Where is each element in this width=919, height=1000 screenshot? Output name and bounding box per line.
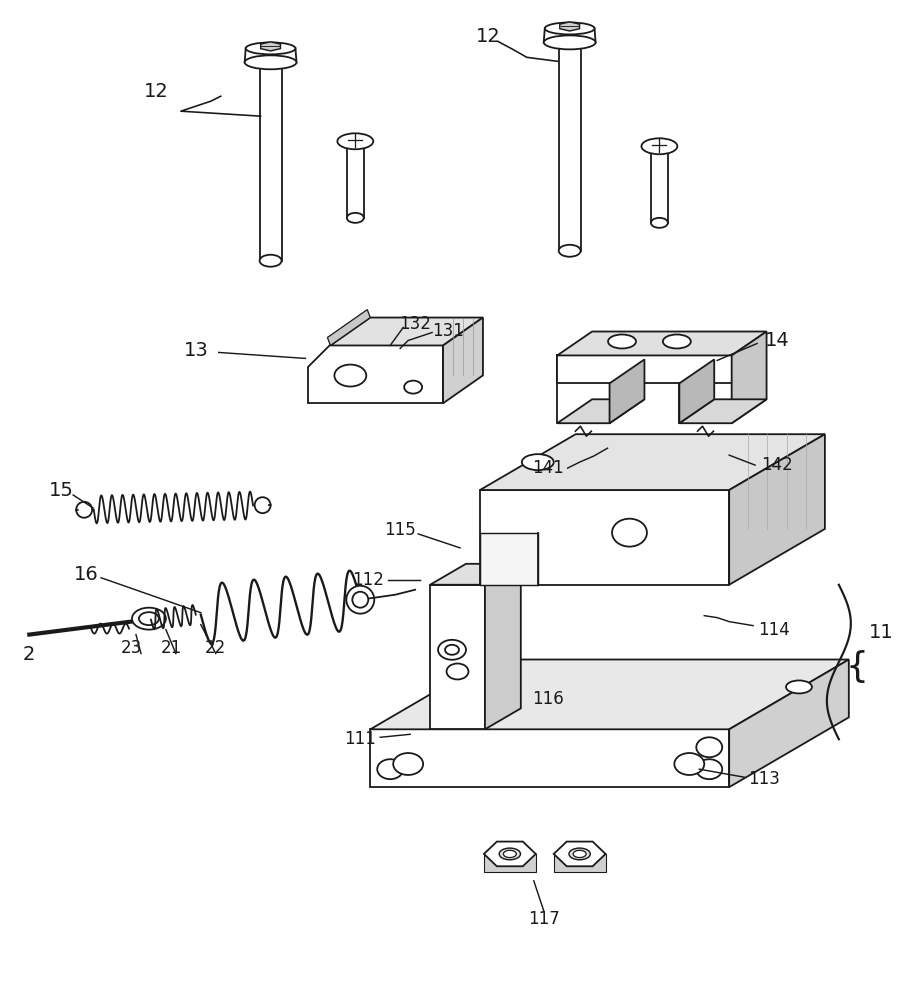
- Polygon shape: [553, 854, 605, 872]
- Ellipse shape: [543, 35, 595, 49]
- Ellipse shape: [139, 612, 159, 625]
- Text: {: {: [845, 650, 868, 684]
- Text: 12: 12: [143, 82, 168, 101]
- Text: 142: 142: [760, 456, 792, 474]
- Ellipse shape: [696, 737, 721, 757]
- Text: 12: 12: [475, 27, 500, 46]
- Text: 22: 22: [205, 639, 226, 657]
- Polygon shape: [480, 490, 729, 585]
- Polygon shape: [483, 842, 535, 866]
- Ellipse shape: [437, 640, 466, 660]
- Polygon shape: [557, 332, 766, 355]
- Polygon shape: [651, 151, 667, 223]
- Ellipse shape: [446, 664, 468, 679]
- Polygon shape: [308, 345, 443, 403]
- Ellipse shape: [611, 519, 646, 547]
- Ellipse shape: [403, 381, 422, 394]
- Polygon shape: [543, 28, 595, 42]
- Polygon shape: [557, 355, 731, 383]
- Text: 14: 14: [764, 331, 789, 350]
- Polygon shape: [678, 359, 713, 423]
- Ellipse shape: [641, 138, 676, 154]
- Polygon shape: [369, 729, 729, 787]
- Polygon shape: [260, 42, 280, 51]
- Ellipse shape: [245, 42, 295, 54]
- Ellipse shape: [445, 645, 459, 655]
- Text: 16: 16: [74, 565, 98, 584]
- Text: 13: 13: [183, 341, 208, 360]
- Polygon shape: [443, 318, 482, 403]
- Ellipse shape: [674, 753, 704, 775]
- Ellipse shape: [503, 850, 516, 858]
- Text: 15: 15: [49, 481, 74, 500]
- Ellipse shape: [499, 848, 520, 860]
- Text: 114: 114: [757, 621, 789, 639]
- Text: 117: 117: [528, 910, 559, 928]
- Polygon shape: [559, 22, 579, 31]
- Polygon shape: [678, 399, 766, 423]
- Polygon shape: [480, 533, 538, 585]
- Text: 23: 23: [120, 639, 142, 657]
- Ellipse shape: [544, 22, 594, 34]
- Ellipse shape: [255, 497, 270, 513]
- Ellipse shape: [696, 759, 721, 779]
- Ellipse shape: [521, 454, 553, 470]
- Ellipse shape: [76, 502, 92, 518]
- Text: 2: 2: [23, 645, 36, 664]
- Polygon shape: [729, 434, 824, 585]
- Ellipse shape: [259, 255, 281, 267]
- Polygon shape: [346, 146, 363, 218]
- Polygon shape: [429, 564, 520, 585]
- Ellipse shape: [346, 586, 374, 614]
- Polygon shape: [327, 310, 369, 345]
- Ellipse shape: [337, 133, 373, 149]
- Ellipse shape: [607, 335, 635, 348]
- Text: 21: 21: [160, 639, 181, 657]
- Ellipse shape: [573, 850, 585, 858]
- Ellipse shape: [785, 680, 811, 693]
- Polygon shape: [609, 359, 643, 423]
- Polygon shape: [244, 48, 296, 62]
- Polygon shape: [557, 399, 643, 423]
- Ellipse shape: [651, 218, 667, 228]
- Text: 112: 112: [352, 571, 384, 589]
- Polygon shape: [558, 46, 580, 251]
- Polygon shape: [259, 66, 281, 261]
- Text: 113: 113: [747, 770, 779, 788]
- Polygon shape: [557, 355, 609, 423]
- Polygon shape: [678, 355, 731, 423]
- Polygon shape: [484, 564, 520, 729]
- Ellipse shape: [346, 213, 363, 223]
- Polygon shape: [369, 660, 848, 729]
- Ellipse shape: [352, 592, 368, 608]
- Text: 11: 11: [868, 623, 892, 642]
- Polygon shape: [483, 854, 535, 872]
- Text: 132: 132: [399, 315, 431, 333]
- Ellipse shape: [568, 848, 590, 860]
- Text: 131: 131: [432, 322, 463, 340]
- Ellipse shape: [244, 55, 296, 69]
- Polygon shape: [553, 842, 605, 866]
- Polygon shape: [729, 660, 848, 787]
- Ellipse shape: [663, 335, 690, 348]
- Text: 141: 141: [531, 459, 563, 477]
- Ellipse shape: [131, 608, 165, 630]
- Ellipse shape: [558, 245, 580, 257]
- Text: 116: 116: [531, 690, 563, 708]
- Ellipse shape: [334, 365, 366, 387]
- Ellipse shape: [392, 753, 423, 775]
- Polygon shape: [480, 434, 824, 490]
- Text: 111: 111: [344, 730, 376, 748]
- Text: 115: 115: [384, 521, 415, 539]
- Ellipse shape: [377, 759, 403, 779]
- Polygon shape: [731, 332, 766, 423]
- Polygon shape: [429, 585, 484, 729]
- Polygon shape: [330, 318, 482, 345]
